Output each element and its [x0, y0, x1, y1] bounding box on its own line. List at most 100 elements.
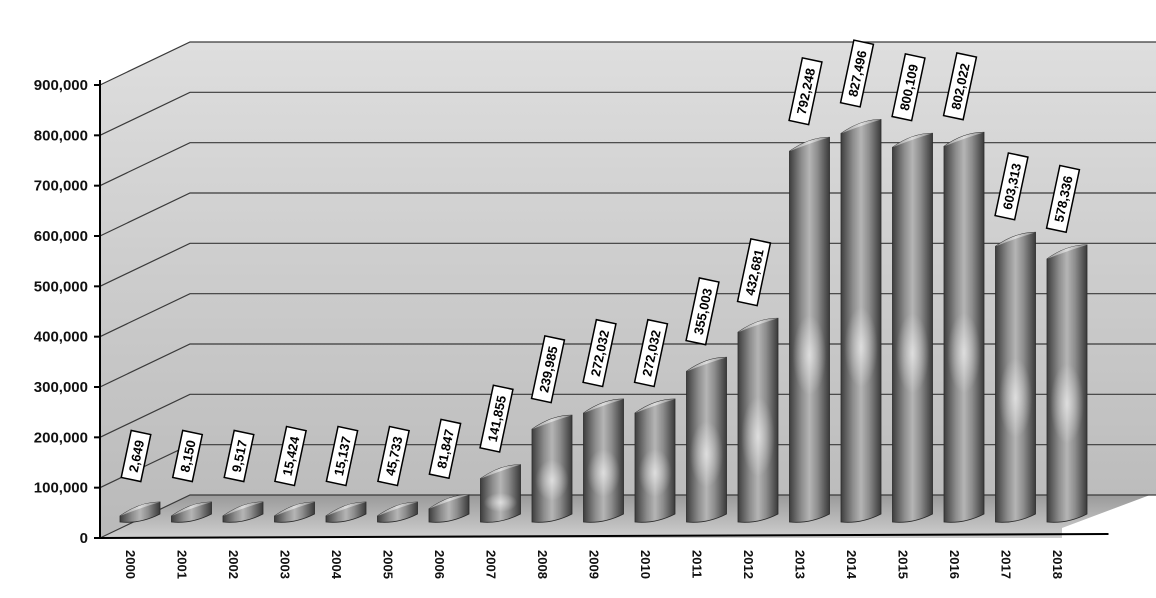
bar — [789, 136, 830, 523]
grid-line — [99, 91, 1156, 136]
bar — [274, 501, 315, 523]
y-tick-label: 200,000 — [34, 429, 88, 446]
y-tick-label: 700,000 — [34, 178, 88, 195]
bar-highlight — [895, 313, 930, 394]
x-tick-label: 2012 — [741, 550, 756, 579]
y-tick-label: 0 — [80, 530, 88, 547]
bar-highlight — [1050, 363, 1084, 444]
data-label-box — [377, 425, 410, 487]
data-label-box — [891, 53, 926, 122]
y-tick-label: 400,000 — [34, 329, 88, 346]
grid-line — [99, 494, 1156, 539]
bar — [428, 494, 470, 523]
data-label: 45,733 — [377, 425, 410, 487]
y-tick-label: 800,000 — [34, 127, 88, 144]
plot-back-wall — [100, 42, 1156, 538]
data-label-box — [839, 39, 875, 108]
data-label-box — [582, 318, 617, 388]
bar-highlight — [844, 307, 878, 388]
y-tick-label: 100,000 — [34, 480, 88, 497]
grid-line — [99, 242, 1156, 287]
bar — [222, 501, 264, 523]
x-tick-label: 2003 — [278, 550, 293, 579]
x-tick-label: 2018 — [1050, 550, 1065, 579]
data-label-box — [1045, 164, 1081, 234]
bar — [943, 131, 985, 523]
y-tick-label: 500,000 — [34, 278, 88, 295]
bar-highlight — [689, 421, 724, 488]
data-label-text: 2,649 — [126, 439, 147, 474]
x-tick-label: 2015 — [896, 550, 911, 579]
data-label-box — [223, 429, 255, 483]
grid-line — [99, 41, 1156, 86]
y-tick-label: 900,000 — [34, 77, 88, 94]
bar — [171, 501, 212, 523]
bar — [995, 231, 1036, 523]
grid-line — [99, 343, 1156, 388]
data-label-box — [274, 425, 307, 487]
bar-highlight — [586, 449, 621, 497]
data-label-box — [428, 418, 462, 480]
y-tick-label: 600,000 — [34, 228, 88, 245]
x-tick-label: 2014 — [844, 550, 859, 580]
bar — [377, 501, 418, 523]
data-label-box — [325, 425, 359, 487]
x-tick-label: 2004 — [329, 550, 344, 580]
data-label: 15,137 — [325, 425, 359, 487]
x-tick-label: 2001 — [175, 550, 190, 579]
x-tick-label: 2002 — [226, 550, 241, 579]
x-tick-label: 2006 — [432, 550, 447, 579]
data-label: 800,109 — [891, 53, 926, 122]
bar-highlight — [792, 315, 827, 396]
data-label-text: 9,517 — [229, 439, 250, 474]
data-label-box — [530, 334, 566, 404]
bar-highlight — [741, 396, 775, 477]
x-tick-label: 2017 — [999, 550, 1014, 579]
data-label: 8,150 — [171, 429, 204, 483]
x-tick-label: 2000 — [123, 550, 138, 579]
data-label-box — [736, 237, 772, 307]
bar-highlight — [947, 312, 981, 393]
bar — [480, 464, 521, 523]
x-tick-label: 2005 — [381, 550, 396, 579]
bar — [634, 398, 676, 523]
data-label-box — [120, 429, 152, 483]
data-label: 15,424 — [274, 425, 307, 487]
grid-line — [99, 142, 1156, 187]
x-axis — [99, 533, 1109, 539]
x-tick-label: 2010 — [638, 550, 653, 579]
grid-line — [99, 293, 1156, 338]
bar — [119, 501, 161, 523]
x-tick-label: 2013 — [793, 550, 808, 579]
bar — [1046, 244, 1088, 523]
x-tick-label: 2009 — [587, 550, 602, 579]
data-label: 2,649 — [120, 429, 152, 483]
x-tick-label: 2008 — [535, 550, 550, 579]
data-label: 81,847 — [428, 418, 462, 480]
bar-highlight — [998, 357, 1033, 438]
data-label-text: 8,150 — [177, 439, 198, 474]
x-tick-label: 2016 — [947, 550, 962, 579]
data-label-box — [788, 56, 823, 126]
bar — [737, 317, 779, 523]
data-label-box — [994, 152, 1029, 221]
data-label-box — [171, 429, 204, 483]
data-label-box — [685, 277, 720, 346]
bar-highlight — [638, 449, 672, 497]
bar — [583, 398, 624, 523]
y-tick-label: 300,000 — [34, 379, 88, 396]
grid-line — [99, 192, 1156, 237]
bar — [531, 414, 573, 523]
x-tick-label: 2007 — [484, 550, 499, 579]
data-label: 792,248 — [788, 56, 823, 126]
bar-highlight — [535, 459, 569, 501]
data-label-box — [942, 52, 978, 121]
bar — [892, 132, 933, 523]
x-tick-label: 2011 — [690, 550, 705, 578]
bar — [325, 501, 367, 523]
bar-highlight — [483, 492, 518, 513]
bar — [686, 356, 727, 523]
grid-line — [99, 393, 1156, 438]
